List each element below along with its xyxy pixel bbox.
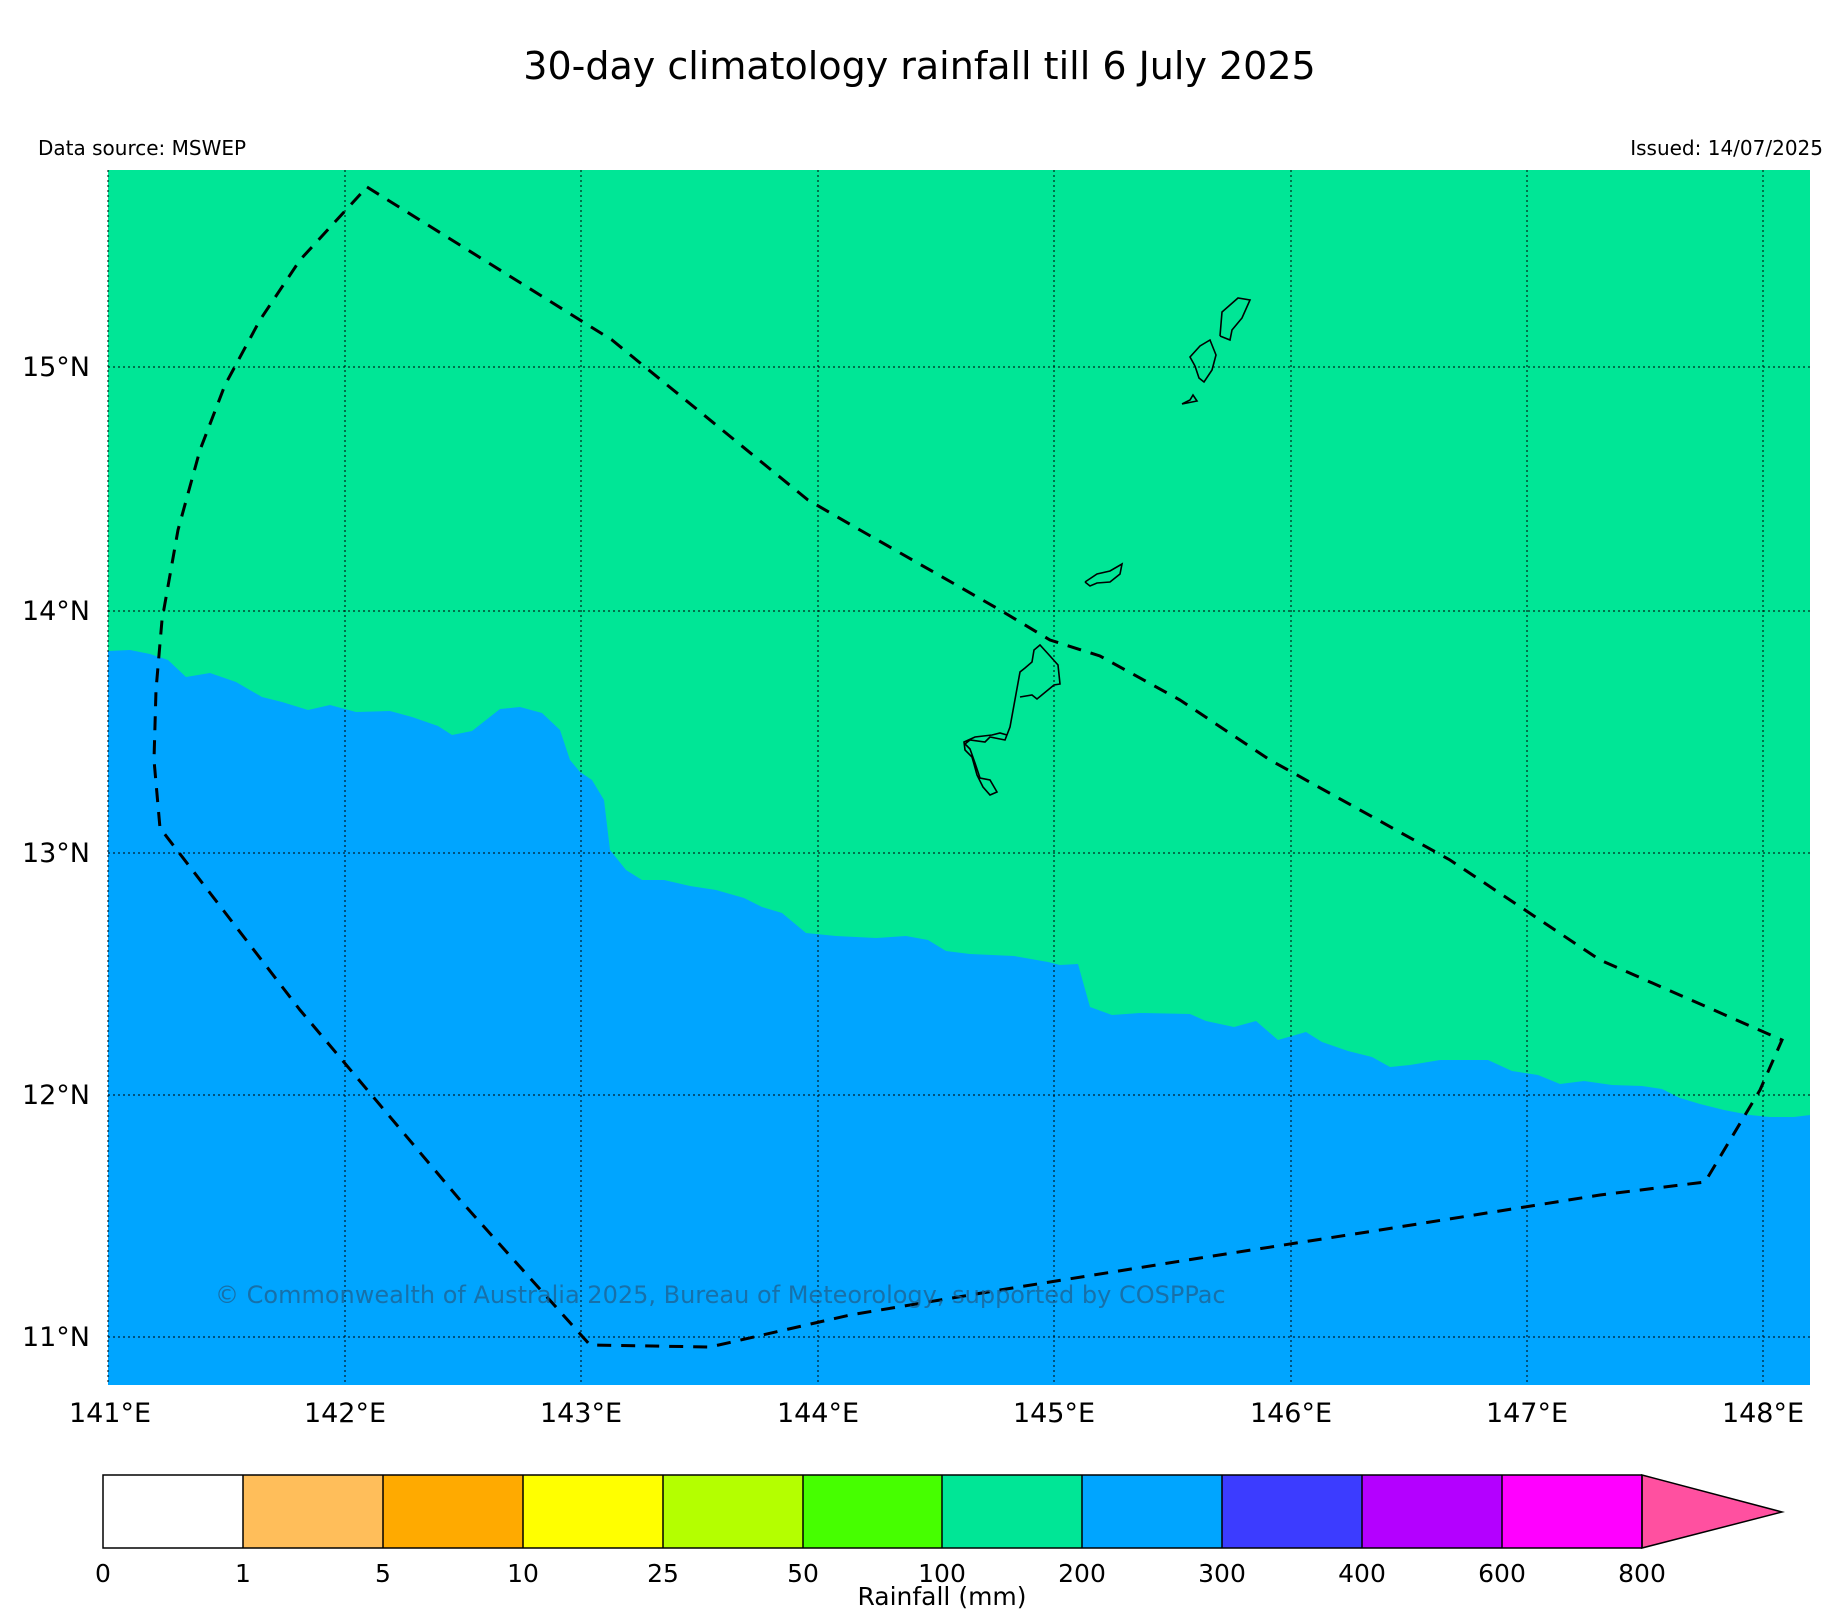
rainfall-zone-200-300 — [108, 650, 1810, 1385]
lat-label-11: 11°N — [22, 1322, 90, 1353]
issued-date-label: Issued: 14/07/2025 — [1630, 136, 1823, 160]
colorbar-tick: 5 — [375, 1559, 391, 1588]
colorbar-segment-25-50 — [663, 1475, 803, 1548]
lon-label-147: 147°E — [1486, 1398, 1568, 1429]
lon-label-142: 142°E — [304, 1398, 386, 1429]
data-source-label: Data source: MSWEP — [38, 136, 247, 160]
lon-label-146: 146°E — [1250, 1398, 1332, 1429]
colorbar-tick: 300 — [1198, 1559, 1246, 1588]
lat-label-12: 12°N — [22, 1080, 90, 1111]
colorbar-segment-600-800 — [1502, 1475, 1642, 1548]
colorbar-tick-labels: 0 1 5 10 25 50 100 200 300 400 600 800 — [95, 1559, 1666, 1588]
colorbar-segment-5-10 — [383, 1475, 523, 1548]
colorbar-tick: 600 — [1478, 1559, 1526, 1588]
colorbar-segment-10-25 — [523, 1475, 663, 1548]
lon-label-148: 148°E — [1722, 1398, 1804, 1429]
colorbar: 0 1 5 10 25 50 100 200 300 400 600 800 R… — [95, 1474, 1785, 1609]
lat-label-14: 14°N — [22, 596, 90, 627]
colorbar-tick: 100 — [918, 1559, 966, 1588]
colorbar-tick: 0 — [95, 1559, 111, 1588]
colorbar-segment-0-1 — [103, 1475, 243, 1548]
map-panel: © Commonwealth of Australia 2025, Bureau… — [107, 170, 1810, 1385]
longitude-labels: 141°E 142°E 143°E 144°E 145°E 146°E 147°… — [69, 1398, 1804, 1429]
island-tinian — [1181, 393, 1199, 405]
island-guam — [963, 643, 1061, 796]
colorbar-tick: 10 — [507, 1559, 539, 1588]
colorbar-tick: 25 — [647, 1559, 679, 1588]
lon-label-145: 145°E — [1013, 1398, 1095, 1429]
colorbar-tick: 1 — [235, 1559, 251, 1588]
island-rota — [1084, 562, 1124, 587]
eez-boundary — [152, 185, 1784, 1349]
map-title: 30-day climatology rainfall till 6 July … — [523, 44, 1316, 88]
lon-label-144: 144°E — [777, 1398, 859, 1429]
colorbar-tick: 400 — [1338, 1559, 1386, 1588]
lon-label-143: 143°E — [540, 1398, 622, 1429]
colorbar-tick: 50 — [787, 1559, 819, 1588]
colorbar-axis-label: Rainfall (mm) — [857, 1582, 1026, 1609]
map-gridlines — [107, 170, 1810, 1385]
lon-label-141: 141°E — [69, 1398, 151, 1429]
colorbar-outline — [102, 1474, 1642, 1549]
colorbar-extend-arrow — [1641, 1474, 1785, 1549]
island-saipan — [1189, 338, 1217, 384]
island-north — [1219, 297, 1252, 342]
colorbar-tick: 200 — [1058, 1559, 1106, 1588]
colorbar-segment-1-5 — [243, 1475, 383, 1548]
lat-label-13: 13°N — [22, 838, 90, 869]
colorbar-segment-300-400 — [1222, 1475, 1362, 1548]
colorbar-segment-50-100 — [803, 1475, 942, 1548]
copyright-notice: © Commonwealth of Australia 2025, Bureau… — [215, 1281, 1226, 1309]
colorbar-segment-400-600 — [1362, 1475, 1502, 1548]
latitude-labels: 11°N 12°N 13°N 14°N 15°N — [22, 352, 90, 1353]
colorbar-segment-100-200 — [942, 1475, 1082, 1548]
lat-label-15: 15°N — [22, 352, 90, 383]
colorbar-tick: 800 — [1618, 1559, 1666, 1588]
colorbar-segment-200-300 — [1082, 1475, 1222, 1548]
island-outlines — [963, 297, 1252, 796]
